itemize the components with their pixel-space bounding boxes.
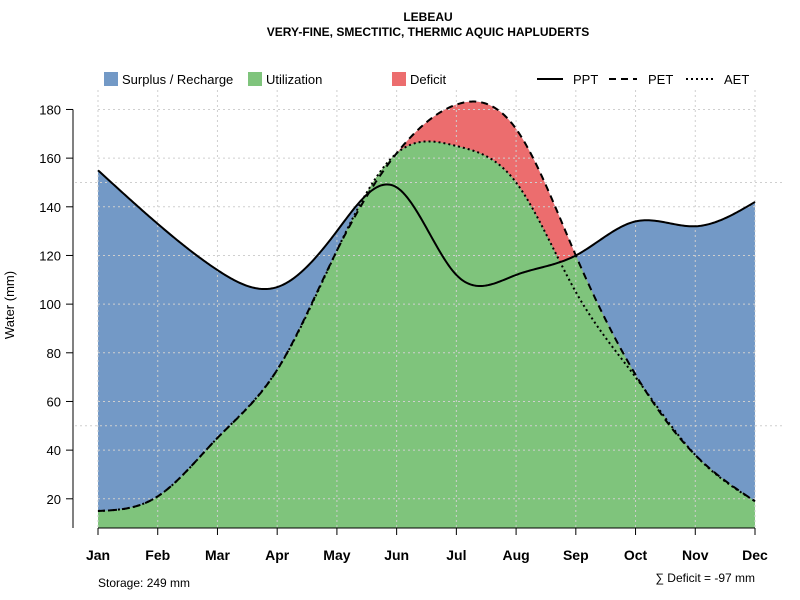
x-tick-label: Aug [502, 547, 529, 563]
chart-title: LEBEAU [403, 10, 452, 24]
legend-item-pet: PET [609, 72, 673, 87]
y-tick-label: 160 [39, 151, 61, 166]
y-tick-label: 20 [47, 492, 61, 507]
y-tick-label: 180 [39, 102, 61, 117]
y-axis: Water (mm) 20 40 60 80 100 120 140 160 180 [2, 102, 74, 528]
x-tick-label: Apr [265, 547, 290, 563]
legend-item-ppt: PPT [537, 72, 598, 87]
series-lines [97, 100, 756, 512]
legend-swatch [104, 72, 118, 86]
y-tick-label: 100 [39, 297, 61, 312]
series-line-aet [97, 140, 756, 512]
y-tick-label: 140 [39, 200, 61, 215]
storage-annotation: Storage: 249 mm [98, 576, 190, 590]
x-tick-label: Jun [384, 547, 409, 563]
legend-label: AET [724, 72, 749, 87]
x-tick-label: May [323, 547, 350, 563]
plot-area [75, 90, 785, 528]
y-tick-label: 120 [39, 248, 61, 263]
legend-item-surplus-recharge: Surplus / Recharge [104, 72, 233, 87]
legend-item-utilization: Utilization [248, 72, 322, 87]
y-axis-label: Water (mm) [2, 271, 17, 339]
x-tick-label: Dec [742, 547, 768, 563]
area-fills [98, 101, 755, 528]
x-axis: Jan Feb Mar Apr May Jun Jul Aug Sep Oct Nov Dec [86, 527, 768, 563]
legend-label: Deficit [410, 72, 447, 87]
x-tick-label: Jan [86, 547, 110, 563]
x-tick-label: Sep [563, 547, 589, 563]
legend-label: Surplus / Recharge [122, 72, 233, 87]
legend-swatch [392, 72, 406, 86]
x-tick-label: Jul [446, 547, 466, 563]
y-tick-label: 40 [47, 443, 61, 458]
x-tick-label: Mar [205, 547, 230, 563]
series-line-ppt [97, 169, 756, 291]
y-tick-label: 60 [47, 394, 61, 409]
legend-label: PET [648, 72, 673, 87]
legend: Surplus / Recharge Utilization Deficit PPT P… [104, 72, 749, 87]
legend-item-aet: AET [686, 72, 749, 87]
gridlines [75, 90, 785, 528]
legend-label: Utilization [266, 72, 322, 87]
legend-item-deficit: Deficit [392, 72, 447, 87]
legend-swatch [248, 72, 262, 86]
deficit-annotation: ∑ Deficit = -97 mm [655, 571, 755, 585]
chart-subtitle: VERY-FINE, SMECTITIC, THERMIC AQUIC HAPL… [267, 25, 589, 39]
x-tick-label: Feb [145, 547, 170, 563]
x-tick-label: Oct [624, 547, 648, 563]
utilization-area [98, 141, 755, 528]
y-tick-label: 80 [47, 346, 61, 361]
x-tick-label: Nov [682, 547, 709, 563]
legend-label: PPT [573, 72, 598, 87]
